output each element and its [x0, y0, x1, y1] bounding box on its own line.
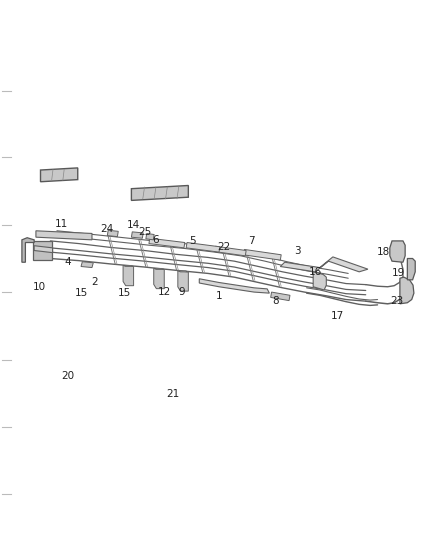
Polygon shape: [407, 259, 415, 280]
Polygon shape: [400, 277, 414, 304]
Polygon shape: [36, 231, 92, 240]
Polygon shape: [131, 232, 143, 238]
Text: 6: 6: [152, 235, 159, 245]
Text: 16: 16: [309, 267, 322, 277]
Text: 5: 5: [189, 236, 196, 246]
Text: 12: 12: [158, 287, 171, 296]
Text: 11: 11: [55, 219, 68, 229]
Text: 22: 22: [217, 242, 230, 252]
Polygon shape: [123, 265, 134, 266]
Polygon shape: [215, 246, 246, 256]
Text: 9: 9: [178, 287, 185, 297]
Polygon shape: [178, 271, 188, 291]
Polygon shape: [81, 262, 93, 268]
Polygon shape: [40, 168, 78, 182]
Polygon shape: [154, 269, 164, 270]
Polygon shape: [146, 233, 154, 240]
Polygon shape: [271, 292, 290, 301]
Polygon shape: [123, 265, 134, 286]
Text: 1: 1: [215, 291, 223, 301]
Polygon shape: [199, 279, 269, 293]
Polygon shape: [33, 241, 52, 260]
Text: 20: 20: [61, 371, 74, 381]
Text: 23: 23: [390, 296, 403, 306]
Polygon shape: [243, 249, 281, 260]
Polygon shape: [131, 185, 188, 200]
Text: 18: 18: [377, 247, 390, 256]
Text: 10: 10: [33, 282, 46, 292]
Polygon shape: [280, 257, 368, 272]
Text: 8: 8: [272, 296, 279, 306]
Text: 2: 2: [91, 278, 98, 287]
Text: 17: 17: [331, 311, 344, 320]
Polygon shape: [154, 269, 164, 289]
Text: 7: 7: [248, 237, 255, 246]
Text: 25: 25: [138, 227, 151, 237]
Text: 15: 15: [74, 288, 88, 298]
Polygon shape: [22, 238, 34, 262]
Polygon shape: [178, 271, 188, 272]
Text: 21: 21: [166, 390, 180, 399]
Text: 14: 14: [127, 220, 140, 230]
Polygon shape: [107, 230, 118, 237]
Text: 3: 3: [294, 246, 301, 255]
Polygon shape: [149, 238, 185, 248]
Text: 24: 24: [101, 224, 114, 234]
Text: 19: 19: [392, 268, 405, 278]
Polygon shape: [186, 243, 220, 252]
Text: 4: 4: [64, 257, 71, 267]
Polygon shape: [313, 272, 326, 290]
Polygon shape: [390, 241, 405, 262]
Polygon shape: [34, 246, 53, 253]
Text: 15: 15: [118, 288, 131, 298]
